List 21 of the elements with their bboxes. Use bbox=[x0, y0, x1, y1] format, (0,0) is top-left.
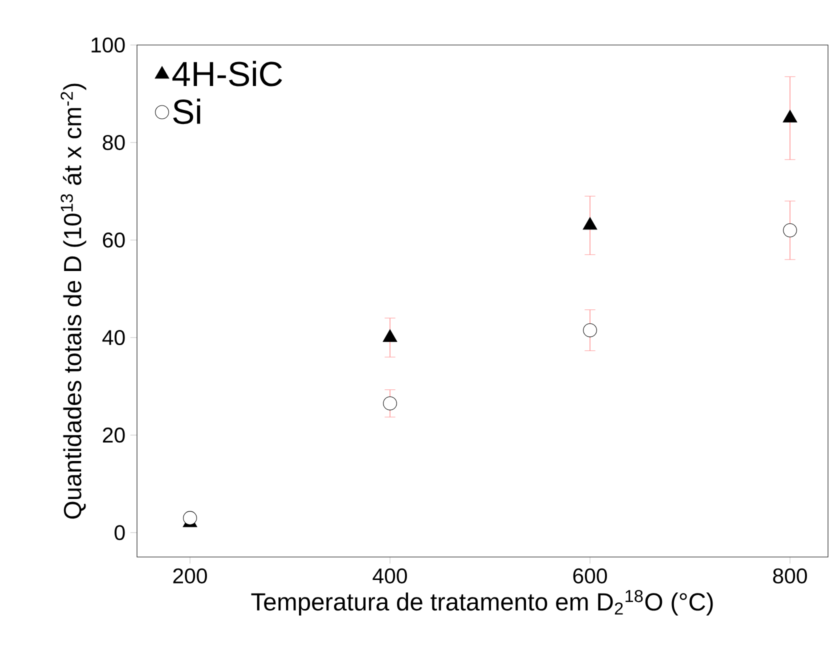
y-tick-label: 80 bbox=[102, 134, 125, 150]
x-tick-label: 600 bbox=[573, 568, 607, 584]
point bbox=[583, 323, 597, 338]
x-tick-label: 200 bbox=[173, 568, 207, 584]
point bbox=[783, 223, 797, 238]
y-tick-label: 40 bbox=[102, 330, 125, 346]
y-tick-label: 100 bbox=[92, 37, 125, 53]
x-tick-label: 400 bbox=[372, 568, 407, 584]
point bbox=[183, 511, 197, 525]
x-axis-title: Temperatura de tratamento em D$_{2}$$^{18}$O (°C) bbox=[251, 590, 713, 616]
point bbox=[782, 110, 798, 122]
legend-label: 4H-SiC bbox=[172, 60, 282, 86]
y-tick-label: 0 bbox=[114, 525, 125, 540]
point bbox=[383, 396, 397, 410]
point bbox=[582, 217, 598, 230]
legend-label: Si bbox=[173, 98, 200, 124]
y-axis-title: Quantidades totais de D (10$^{13}$ át x cm$^{-2}$) bbox=[60, 84, 86, 519]
y-tick-label: 60 bbox=[102, 232, 125, 248]
point bbox=[382, 329, 398, 342]
x-tick-label: 800 bbox=[773, 568, 807, 584]
y-tick-label: 20 bbox=[102, 428, 125, 443]
